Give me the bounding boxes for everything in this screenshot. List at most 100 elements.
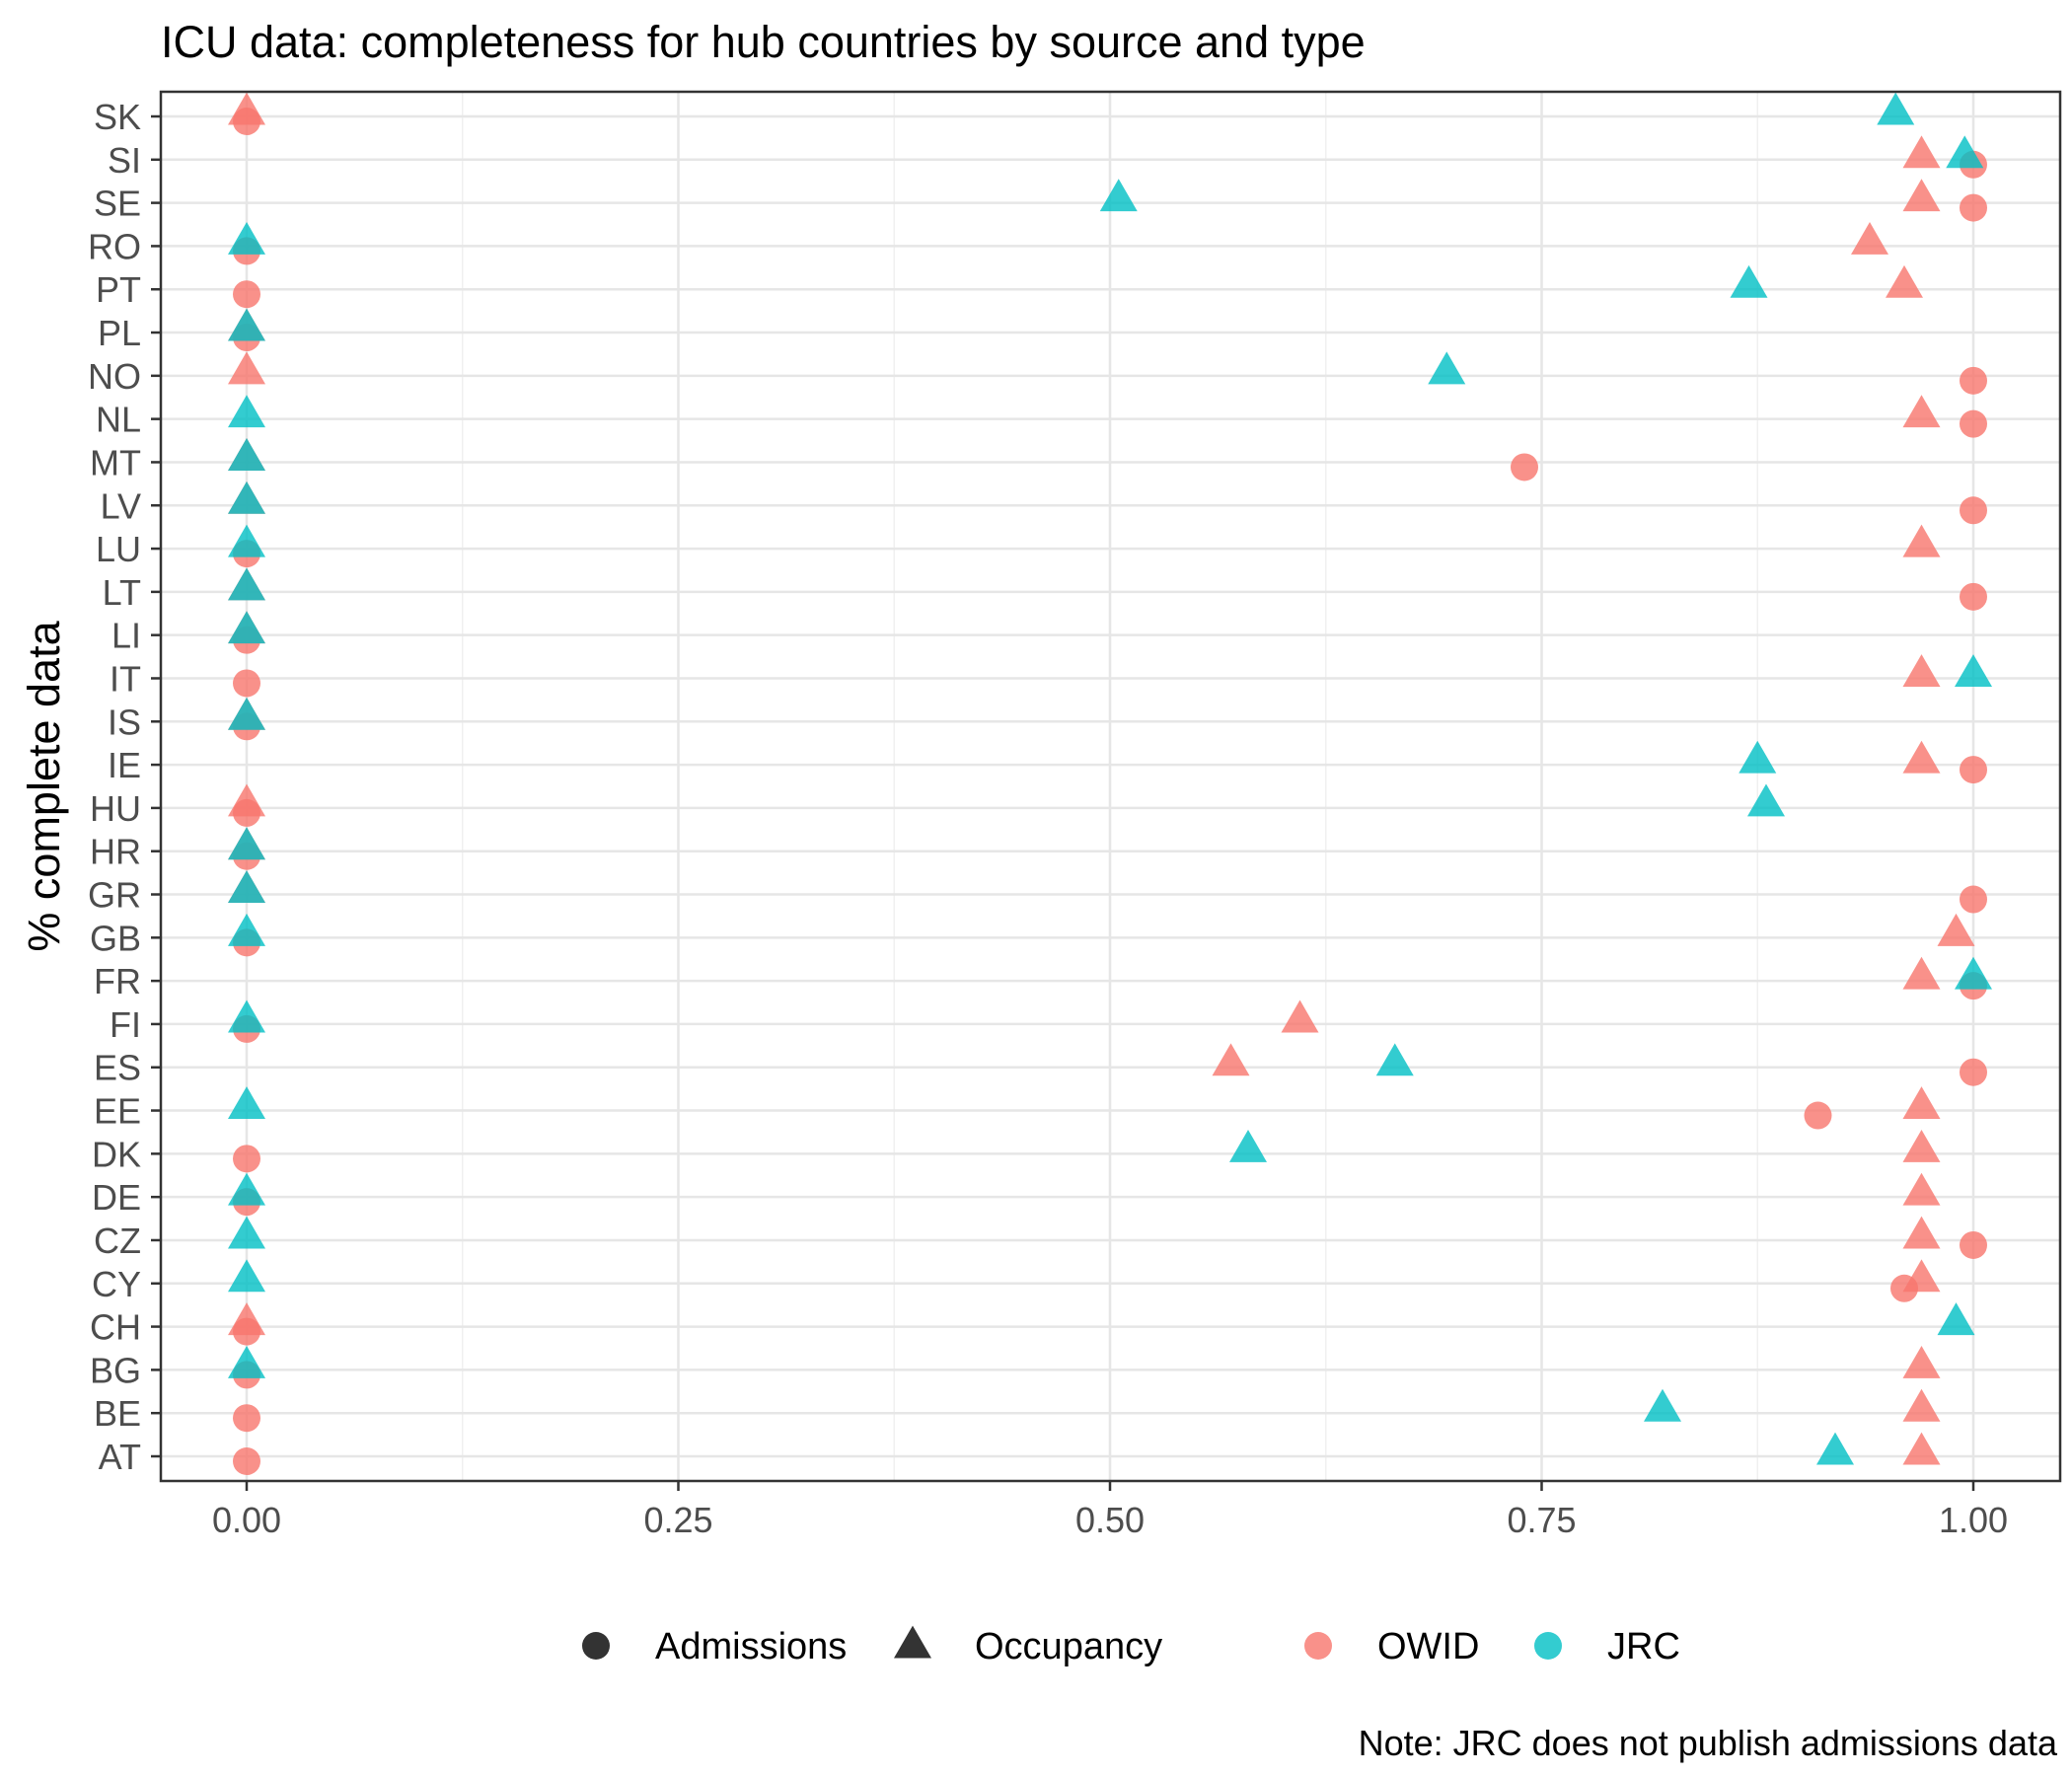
data-point-owid-occupancy	[1886, 264, 1923, 298]
data-point-owid-occupancy	[228, 783, 265, 817]
y-tick-label: HU	[90, 788, 141, 829]
chart-title: ICU data: completeness for hub countries…	[161, 17, 1366, 67]
y-tick-label: GB	[90, 918, 141, 958]
data-point-jrc-occupancy	[228, 1172, 265, 1206]
data-point-owid-admissions	[1960, 1058, 1987, 1086]
data-point-owid-occupancy	[228, 1302, 265, 1336]
series-owid-occupancy	[228, 92, 1975, 1465]
data-point-owid-occupancy	[1902, 1086, 1941, 1120]
legend-label: JRC	[1607, 1626, 1680, 1667]
data-point-jrc-occupancy	[1375, 1043, 1414, 1076]
y-tick-label: LU	[96, 529, 141, 569]
y-tick-label: BE	[94, 1393, 141, 1434]
legend-key-occupancy	[894, 1625, 931, 1659]
data-point-jrc-occupancy	[228, 697, 265, 730]
y-tick-label: PL	[98, 313, 141, 353]
data-point-owid-admissions	[233, 1145, 260, 1173]
data-point-jrc-occupancy	[1937, 1302, 1975, 1336]
y-axis-label: % complete data	[19, 620, 69, 951]
x-tick-label: 0.25	[643, 1500, 712, 1540]
data-point-jrc-occupancy	[228, 1086, 265, 1120]
data-point-owid-occupancy	[1902, 956, 1941, 990]
data-point-owid-admissions	[1960, 1230, 1987, 1259]
y-tick-label: HR	[90, 832, 141, 872]
y-tick-label: ES	[94, 1048, 141, 1088]
data-point-owid-admissions	[1960, 756, 1987, 784]
y-tick-label: DK	[92, 1134, 141, 1174]
data-point-owid-admissions	[1511, 453, 1538, 481]
data-point-jrc-occupancy	[1644, 1388, 1681, 1422]
data-point-jrc-occupancy	[228, 481, 265, 514]
data-point-jrc-occupancy	[1946, 135, 1984, 169]
data-point-owid-occupancy	[1902, 1345, 1941, 1378]
y-axis: ATBEBGCHCYCZDEDKEEESFIFRGBGRHRHUIEISITLI…	[88, 97, 161, 1477]
data-point-jrc-occupancy	[1747, 783, 1785, 817]
data-point-jrc-occupancy	[228, 395, 265, 428]
data-point-owid-admissions	[233, 280, 260, 309]
legend-label: Admissions	[655, 1626, 847, 1667]
data-point-jrc-occupancy	[1229, 1129, 1267, 1162]
data-point-owid-occupancy	[1281, 999, 1319, 1033]
data-point-owid-admissions	[1960, 193, 1987, 222]
data-point-owid-occupancy	[1902, 179, 1941, 212]
data-point-owid-occupancy	[1902, 1432, 1941, 1465]
y-tick-label: MT	[90, 442, 141, 482]
y-tick-label: SE	[94, 184, 141, 224]
y-tick-label: RO	[88, 226, 141, 266]
data-point-jrc-occupancy	[228, 827, 265, 860]
data-point-owid-occupancy	[1902, 1259, 1941, 1293]
x-tick-label: 0.75	[1507, 1500, 1576, 1540]
y-tick-label: LT	[103, 572, 141, 613]
data-point-jrc-occupancy	[228, 1259, 265, 1293]
y-tick-label: BG	[90, 1350, 141, 1390]
data-point-jrc-occupancy	[228, 870, 265, 904]
data-point-jrc-occupancy	[1877, 92, 1915, 125]
data-point-owid-admissions	[1960, 885, 1987, 914]
y-tick-label: LV	[101, 485, 141, 526]
data-point-jrc-occupancy	[1730, 264, 1768, 298]
data-point-owid-admissions	[1960, 366, 1987, 395]
y-tick-label: PT	[96, 269, 141, 310]
data-point-owid-admissions	[233, 669, 260, 698]
x-axis: 0.00 0.25 0.50 0.75 1.00	[212, 1481, 2008, 1540]
y-tick-label: AT	[99, 1437, 141, 1477]
data-point-jrc-occupancy	[1816, 1432, 1854, 1465]
y-tick-label: EE	[94, 1091, 141, 1132]
data-point-jrc-occupancy	[228, 438, 265, 471]
y-tick-label: SK	[94, 97, 141, 137]
data-point-owid-occupancy	[1902, 654, 1941, 687]
y-tick-label: IS	[108, 702, 141, 742]
data-point-owid-occupancy	[1937, 913, 1975, 946]
series-jrc-occupancy	[228, 92, 1992, 1465]
data-point-jrc-occupancy	[1428, 351, 1466, 385]
y-tick-label: IE	[108, 745, 141, 785]
data-point-jrc-occupancy	[228, 524, 265, 557]
data-point-jrc-occupancy	[228, 308, 265, 341]
y-tick-label: LI	[111, 616, 141, 656]
legend-key-jrc	[1534, 1632, 1562, 1660]
data-point-owid-occupancy	[1902, 1129, 1941, 1162]
y-tick-label: NL	[96, 400, 141, 440]
y-tick-label: NO	[88, 356, 141, 397]
y-tick-label: FI	[110, 1004, 141, 1045]
y-tick-label: CH	[90, 1307, 141, 1348]
data-point-owid-occupancy	[1902, 740, 1941, 774]
data-point-jrc-occupancy	[1739, 740, 1777, 774]
y-tick-label: CY	[92, 1264, 141, 1304]
data-point-owid-admissions	[1804, 1101, 1832, 1130]
data-point-owid-admissions	[233, 1404, 260, 1433]
data-point-jrc-occupancy	[228, 567, 265, 601]
legend-key-owid	[1304, 1632, 1332, 1660]
data-point-owid-admissions	[233, 1447, 260, 1475]
y-tick-label: FR	[94, 961, 141, 1001]
data-point-owid-occupancy	[228, 351, 265, 385]
data-point-owid-occupancy	[1902, 1216, 1941, 1249]
legend-label: Occupancy	[975, 1626, 1162, 1667]
y-tick-label: DE	[92, 1177, 141, 1218]
x-tick-label: 0.00	[212, 1500, 281, 1540]
legend-label: OWID	[1377, 1626, 1479, 1667]
y-tick-label: CZ	[94, 1221, 141, 1261]
data-point-owid-occupancy	[1902, 1388, 1941, 1422]
data-point-owid-occupancy	[1902, 1172, 1941, 1206]
